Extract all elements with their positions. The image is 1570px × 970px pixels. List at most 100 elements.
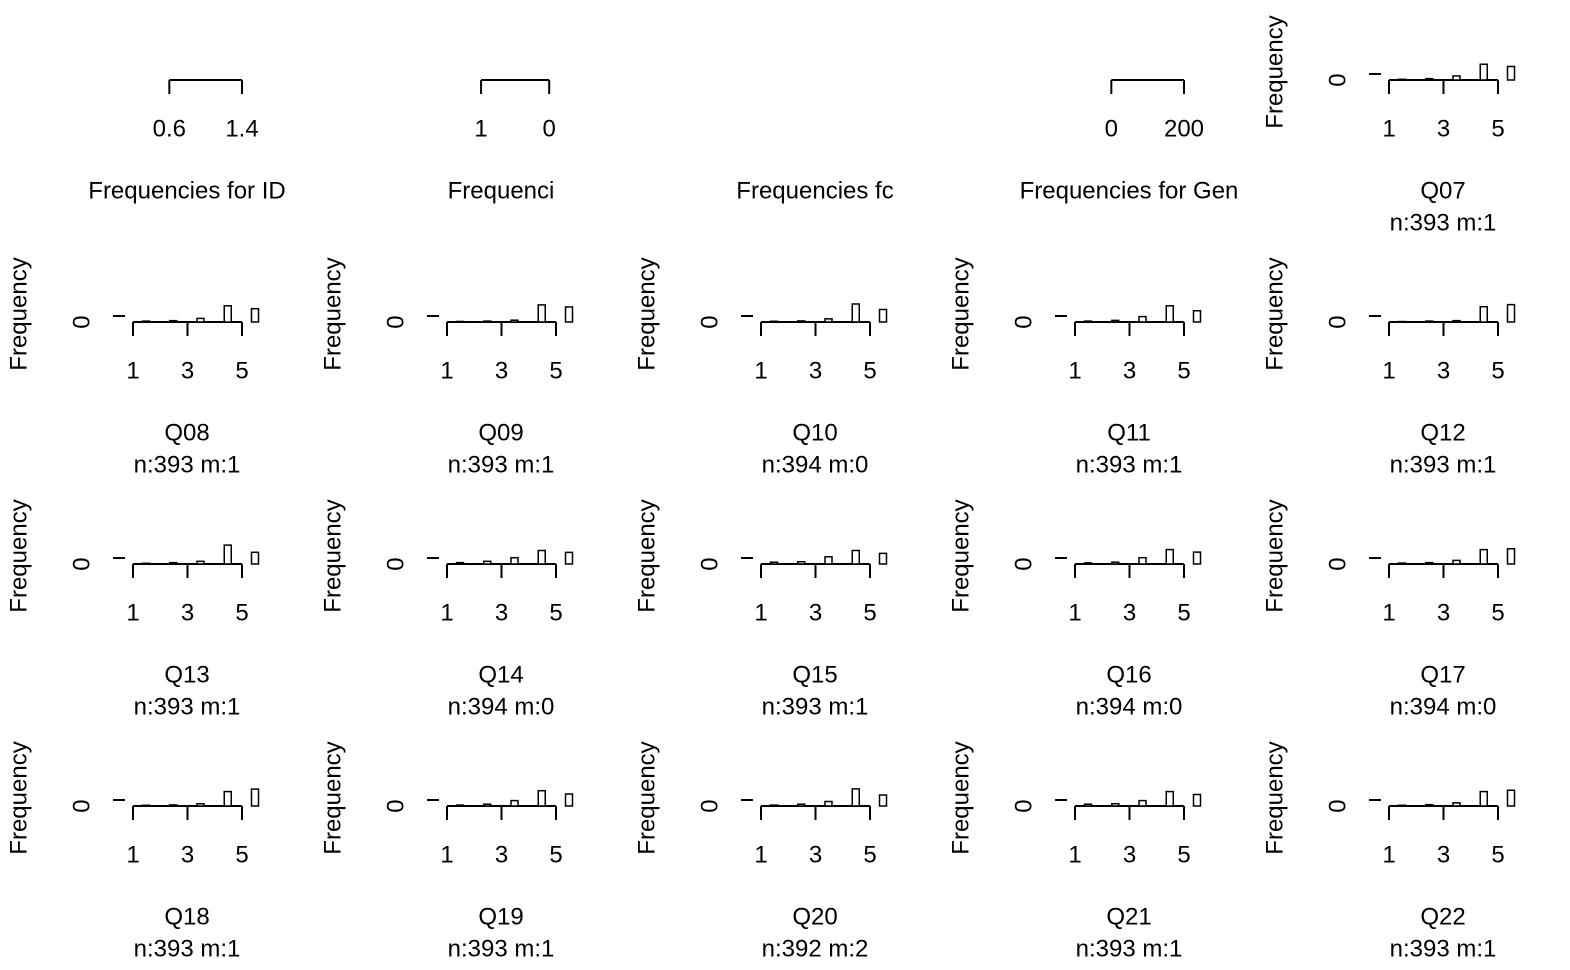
x-tick-label: 1: [1068, 599, 1081, 626]
panel-title: Q12: [1420, 419, 1465, 446]
x-tick-label: 3: [1123, 599, 1136, 626]
panel-subtitle: n:393 m:1: [1390, 935, 1497, 962]
bar: [1425, 320, 1434, 323]
y-tick-label: 0: [1324, 73, 1351, 86]
bar: [1111, 319, 1120, 323]
y-tick-label: 0: [696, 799, 723, 812]
x-tick-label: 5: [235, 841, 248, 868]
bar: [1452, 75, 1461, 81]
bar: [1138, 315, 1147, 323]
x-tick-label: 1: [440, 599, 453, 626]
y-axis-label: Frequency: [1261, 499, 1288, 612]
x-tick-label: 5: [549, 599, 562, 626]
x-tick-label: 1: [440, 357, 453, 384]
bar: [1452, 802, 1461, 807]
panel-title: Q15: [792, 661, 837, 688]
y-axis-label: Frequency: [947, 741, 974, 854]
panel-subtitle: n:393 m:1: [1076, 451, 1183, 478]
y-tick-label: 0: [1010, 557, 1037, 570]
x-tick-label: 5: [1491, 115, 1504, 142]
panel-subtitle: n:393 m:1: [448, 935, 555, 962]
y-tick-label: 0: [382, 799, 409, 812]
panel-title: Q09: [478, 419, 523, 446]
bar: [1506, 303, 1516, 323]
bar: [169, 804, 178, 807]
panel-title: Q20: [792, 903, 837, 930]
panel-subtitle: n:393 m:1: [134, 693, 241, 720]
y-tick-label: 0: [382, 557, 409, 570]
bar: [510, 799, 519, 807]
x-tick-label: 5: [863, 357, 876, 384]
bar: [510, 319, 519, 323]
bar: [878, 552, 888, 565]
bar: [455, 320, 465, 323]
x-tick-label: 1: [754, 841, 767, 868]
x-tick-label: 1: [474, 115, 487, 142]
bar: [1479, 63, 1488, 81]
bar: [196, 317, 205, 323]
x-tick-label: 3: [1437, 599, 1450, 626]
bar: [250, 788, 260, 807]
bar: [1111, 803, 1120, 807]
x-tick-label: 3: [1123, 357, 1136, 384]
y-tick-label: 0: [68, 315, 95, 328]
x-tick-label: 5: [549, 841, 562, 868]
panel-title: Q13: [164, 661, 209, 688]
bar: [1083, 803, 1093, 807]
x-tick-label: 3: [809, 841, 822, 868]
bar: [851, 788, 860, 807]
bar: [196, 560, 205, 565]
x-tick-label: 5: [1177, 841, 1190, 868]
bar: [1506, 65, 1516, 81]
y-axis-label: Frequency: [319, 499, 346, 612]
x-tick-label: 1.4: [225, 115, 258, 142]
x-tick-label: 5: [235, 599, 248, 626]
x-tick-label: 3: [1437, 115, 1450, 142]
panel-title: Q17: [1420, 661, 1465, 688]
y-axis-label: Frequency: [633, 741, 660, 854]
x-tick-label: 0: [543, 115, 556, 142]
y-tick-label: 0: [1010, 315, 1037, 328]
x-tick-label: 5: [1491, 357, 1504, 384]
bar: [824, 318, 833, 323]
y-axis-label: Frequency: [5, 257, 32, 370]
bar: [878, 794, 888, 807]
x-tick-label: 3: [1437, 841, 1450, 868]
bar: [1452, 559, 1461, 565]
bar: [169, 561, 178, 565]
bar: [769, 561, 779, 565]
y-tick-label: 0: [696, 557, 723, 570]
bar: [455, 804, 465, 807]
bar: [250, 307, 260, 323]
y-tick-label: 0: [1010, 799, 1037, 812]
x-tick-label: 0: [1105, 115, 1118, 142]
bar: [141, 320, 151, 323]
x-tick-label: 5: [1177, 599, 1190, 626]
y-axis-label: Frequency: [5, 741, 32, 854]
bar: [483, 803, 492, 807]
bar: [510, 556, 519, 565]
x-tick-label: 1: [1382, 357, 1395, 384]
panel-subtitle: n:392 m:2: [762, 935, 869, 962]
x-tick-label: 1: [1382, 599, 1395, 626]
y-tick-label: 0: [68, 799, 95, 812]
y-tick-label: 0: [1324, 315, 1351, 328]
x-tick-label: 1: [754, 599, 767, 626]
y-axis-label: Frequency: [947, 499, 974, 612]
panel-title: Q11: [1107, 419, 1151, 446]
bar: [797, 320, 806, 323]
bar: [1192, 793, 1202, 807]
x-tick-label: 200: [1164, 115, 1204, 142]
bar: [564, 306, 574, 323]
x-tick-label: 3: [495, 841, 508, 868]
bar: [851, 549, 860, 565]
x-tick-label: 5: [1491, 841, 1504, 868]
x-tick-label: 1: [1382, 115, 1395, 142]
bar: [1192, 551, 1202, 565]
bar: [1165, 790, 1174, 807]
y-tick-label: 0: [696, 315, 723, 328]
y-axis-label: Frequency: [319, 741, 346, 854]
y-axis-label: Frequency: [633, 257, 660, 370]
bar: [223, 305, 232, 323]
